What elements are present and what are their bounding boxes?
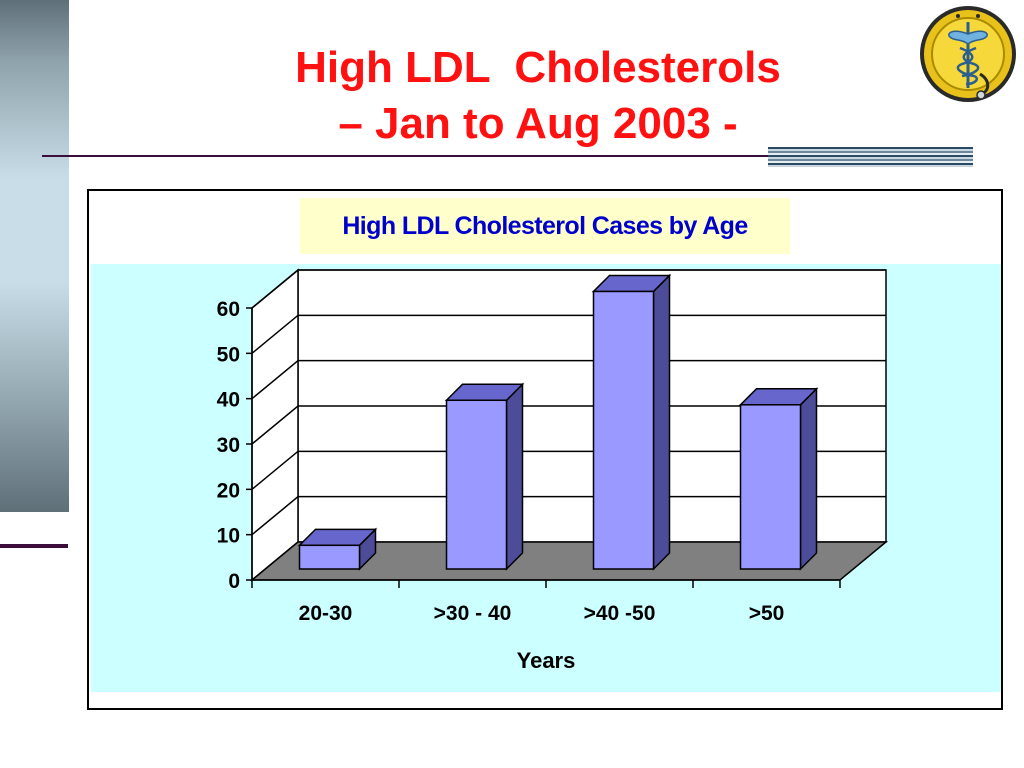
- x-tick-label: >50: [749, 602, 785, 625]
- x-axis-label: Years: [517, 648, 576, 673]
- gridline: [251, 269, 886, 309]
- gridline: [251, 495, 886, 536]
- caduceus-medical-seal-icon: [920, 6, 1016, 102]
- title-stripe-decoration: [768, 147, 973, 167]
- slide-title-line-1: High LDL Cholesterols: [295, 43, 781, 92]
- x-tick-label: >30 - 40: [434, 602, 512, 625]
- slide-title-line-2: – Jan to Aug 2003 -: [338, 99, 738, 148]
- title-underline: [42, 155, 770, 157]
- gridline: [251, 359, 886, 400]
- y-tick-label: 30: [217, 434, 240, 457]
- slide-title: High LDL Cholesterols – Jan to Aug 2003 …: [180, 40, 896, 152]
- side-decoration-dash: [0, 544, 68, 548]
- x-tick-label: >40 -50: [584, 602, 656, 625]
- gridline: [251, 450, 886, 490]
- y-tick-label: 10: [217, 525, 240, 548]
- side-decoration-bar: [0, 0, 69, 512]
- y-tick-label: 40: [217, 389, 240, 412]
- x-tick-label: 20-30: [299, 602, 353, 625]
- bar-side: [652, 273, 671, 571]
- gridline: [251, 405, 886, 445]
- bar-side: [799, 386, 818, 571]
- bar: [445, 399, 508, 570]
- bar: [592, 290, 655, 570]
- chart-title: High LDL Cholesterol Cases by Age: [300, 198, 790, 254]
- y-tick-label: 50: [217, 343, 240, 366]
- y-tick-label: 0: [228, 570, 240, 593]
- gridline: [251, 314, 886, 354]
- bar: [298, 544, 361, 570]
- y-tick-label: 20: [217, 479, 240, 502]
- y-tick-label: 60: [217, 298, 240, 321]
- bar-side: [505, 382, 524, 571]
- bar: [739, 404, 802, 570]
